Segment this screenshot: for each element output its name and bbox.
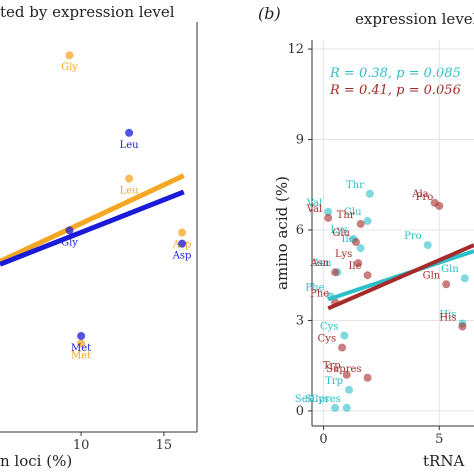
panel-b-point [342, 370, 351, 379]
panel-b-fit-line [327, 243, 474, 311]
panel-b-y-tick-label: 0 [296, 404, 304, 419]
panel-b-point-label: Lys [335, 249, 352, 260]
panel-b-y-tick-label: 3 [296, 313, 304, 328]
panel-a-fit-line [0, 173, 185, 264]
panel-b-point [423, 241, 432, 250]
panel-b-x-tick-label: 0 [319, 432, 327, 447]
panel-a-point [178, 228, 187, 237]
panel-b-point-label: Trp [323, 361, 341, 372]
panel-a-point [77, 331, 86, 340]
panel-b-point-label: Lys [330, 225, 347, 236]
panel-b-point-label: Ala [411, 189, 428, 200]
panel-b-label: (b) [258, 4, 281, 23]
panel-b-point-label: SelCys [295, 394, 329, 405]
panel-a-point [65, 51, 74, 60]
panel-b-point-label: His [439, 312, 456, 323]
panel-a-point-label: Met [71, 343, 91, 354]
panel-b-y-tick-label: 6 [296, 223, 304, 238]
panel-a-fit-line [0, 189, 185, 267]
panel-b-point-label: His [439, 309, 456, 320]
panel-b-stat-red: R = 0.41, p = 0.056 [330, 83, 461, 98]
panel-b-point [331, 403, 340, 412]
panel-b-stat-cyan: R = 0.38, p = 0.085 [330, 66, 461, 81]
panel-b-point-label: Val [306, 198, 322, 209]
panel-b-title: expression level: [355, 10, 474, 28]
panel-b-point [340, 331, 349, 340]
panel-a-x-axis-label: n loci (%) [0, 452, 73, 470]
panel-a-x-tick-label: 10 [73, 438, 90, 453]
panel-b-point [354, 259, 363, 268]
panel-b-point-label: Pro [404, 231, 422, 242]
panel-b-point [324, 207, 333, 216]
panel-b-point [363, 373, 372, 382]
panel-a-point-label: Leu [120, 186, 140, 197]
panel-b-point-label: Cys [320, 322, 338, 333]
panel-b-point-label: Asn [309, 258, 329, 269]
panel-a-x-tick-label: 15 [156, 438, 173, 453]
panel-b-point [460, 274, 469, 283]
panel-b-y-tick-label: 12 [287, 42, 304, 57]
panel-b-point-label: Trp [325, 376, 343, 387]
panel-b-point-label: Ile [342, 234, 355, 245]
panel-b-point [351, 238, 360, 247]
panel-a-title: ted by expression level [0, 3, 175, 21]
panel-b-point-label: Cys [318, 334, 336, 345]
panel-b-point-label: Ile [348, 261, 361, 272]
panel-b-point [342, 403, 351, 412]
panel-a-point-label: Gly [61, 62, 78, 73]
panel-b-x-axis-label: tRNA [423, 452, 465, 470]
panel-b-point-label: Pro [416, 192, 434, 203]
panel-b-point-label: Val [306, 204, 322, 215]
panel-b-point [356, 244, 365, 253]
panel-b-point [331, 268, 340, 277]
panel-b-point [458, 322, 467, 331]
panel-b-point-label: Asn [312, 258, 332, 269]
panel-b-point-label: Phe [310, 288, 329, 299]
panel-b-point-label: Gln [423, 270, 441, 281]
panel-a-point-label: Gly [61, 237, 78, 248]
panel-b-point-label: Glu [344, 207, 362, 218]
panel-b-point [324, 213, 333, 222]
panel-b-point [356, 219, 365, 228]
panel-b-point [442, 280, 451, 289]
panel-b-point-label: Gln [441, 264, 459, 275]
panel-b-point [363, 216, 372, 225]
panel-a-point [77, 339, 86, 348]
panel-a-point-label: Asp [172, 251, 192, 262]
panel-a-point-label: Leu [120, 140, 140, 151]
panel-a-point [65, 226, 74, 235]
panel-b-point-label: Supres [305, 394, 341, 405]
panel-b-point-label: Thr [346, 180, 364, 191]
panel-a-point-label: Met [71, 350, 91, 361]
panel-b-point [365, 189, 374, 198]
panel-b-point [338, 343, 347, 352]
panel-b-point-label: Thr [337, 210, 355, 221]
panel-b-point [345, 385, 354, 394]
panel-b-point-label: Phe [305, 282, 324, 293]
panel-b-y-tick-label: 9 [296, 133, 304, 148]
panel-a-point [125, 174, 134, 183]
panel-a-point [125, 128, 134, 137]
panel-a-point [178, 239, 187, 248]
panel-b-x-tick-label: 5 [435, 432, 443, 447]
panel-b-point-label: Supres [326, 364, 362, 375]
panel-b-point [363, 271, 372, 280]
panel-b-point-label: Glu [332, 228, 350, 239]
panel-b-point [435, 201, 444, 210]
